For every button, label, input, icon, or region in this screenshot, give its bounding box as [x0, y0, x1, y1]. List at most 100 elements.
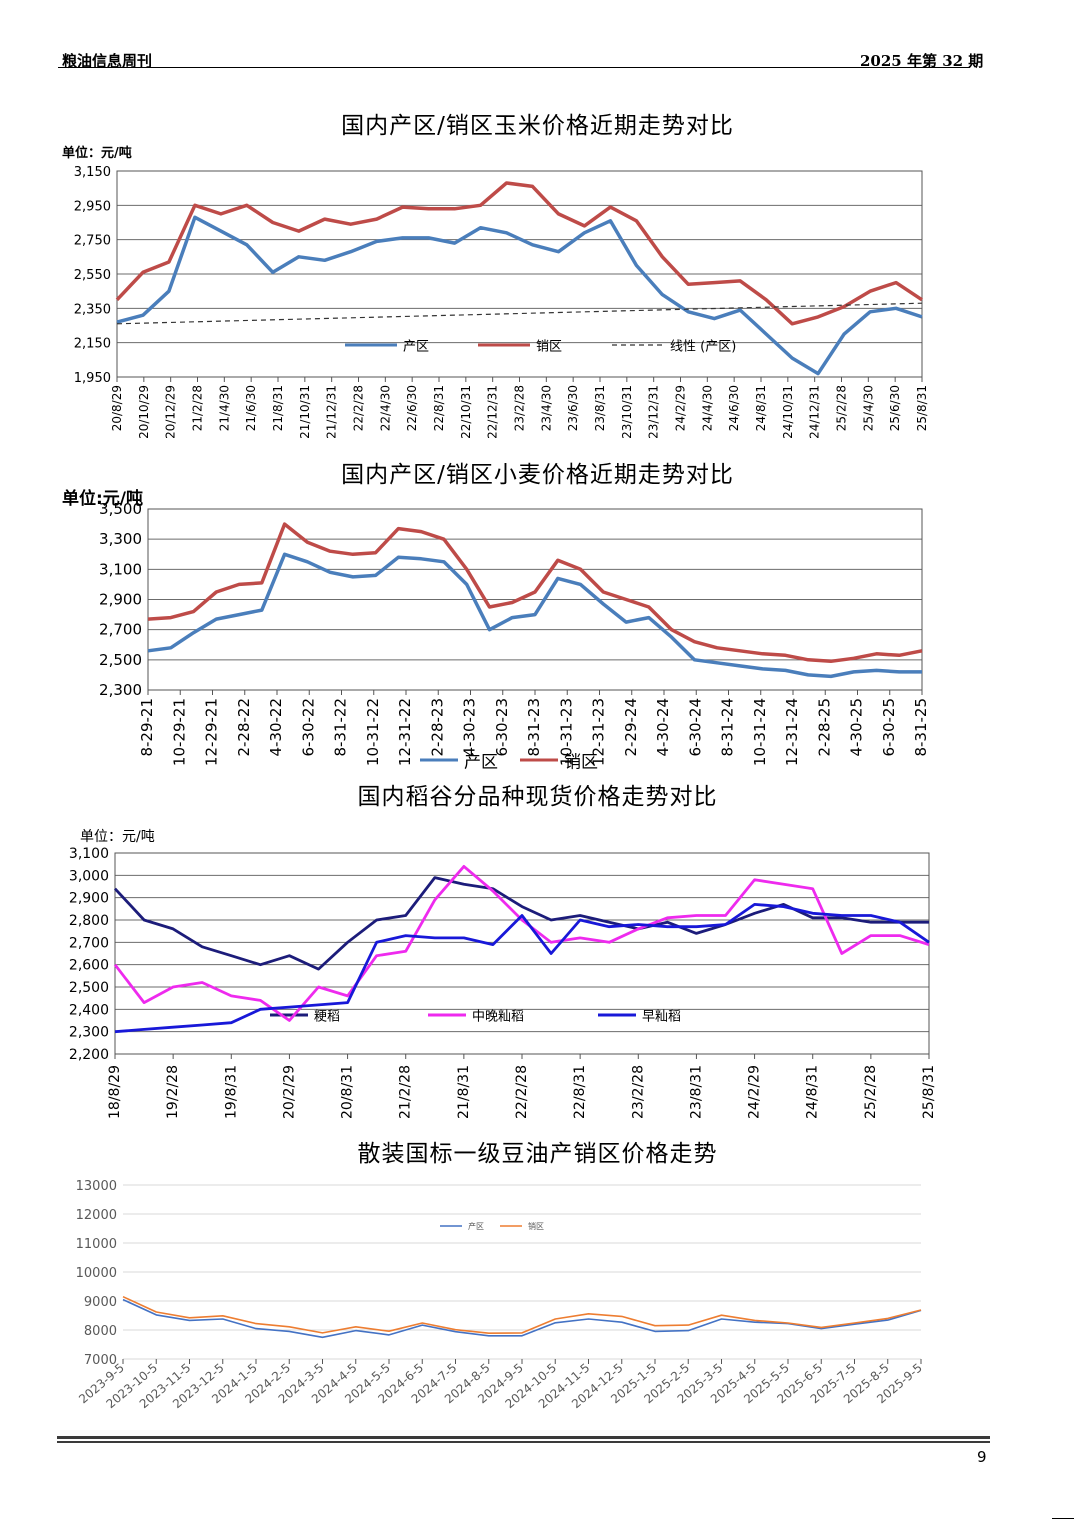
- x-tick-label: 21/6/30: [244, 385, 258, 431]
- chart-unit-label: 单位：元/吨: [62, 145, 132, 161]
- soyoil-chart-title: 散装国标一级豆油产销区价格走势: [357, 1141, 718, 1167]
- rice-chart-title: 国内稻谷分品种现货价格走势对比: [357, 784, 718, 810]
- y-tick-label: 3,000: [69, 868, 109, 884]
- y-tick-label: 3,100: [99, 560, 142, 578]
- x-tick-label: 6-30-24: [686, 698, 704, 757]
- x-tick-label: 22/2/28: [352, 385, 366, 431]
- x-tick-label: 2-28-23: [428, 698, 446, 757]
- x-tick-label: 19/8/31: [223, 1065, 239, 1119]
- x-tick-label: 24/10/31: [781, 385, 795, 439]
- series-line-1: [113, 876, 929, 971]
- x-tick-label: 18/8/29: [107, 1065, 123, 1119]
- x-tick-label: 20/8/29: [110, 385, 124, 431]
- y-tick-label: 2,750: [74, 234, 111, 249]
- x-tick-label: 8-31-23: [525, 698, 543, 757]
- x-tick-label: 23/8/31: [593, 385, 607, 431]
- x-tick-label: 23/12/31: [647, 385, 661, 439]
- x-tick-label: 8-31-22: [332, 698, 350, 757]
- wheat-price-chart: 单位:元/吨3,500 3,300 3,100 2,900 2,700 2,500 2,30…: [62, 488, 930, 773]
- y-tick-label: 2,950: [74, 199, 111, 214]
- legend-label: 销区: [528, 1221, 544, 1231]
- x-tick-label: 10-31-22: [364, 698, 382, 766]
- x-tick-label: 21/10/31: [298, 385, 312, 439]
- series-line-1: [116, 215, 923, 376]
- x-tick-label: 21/8/31: [456, 1065, 472, 1119]
- series-line-2: [122, 1295, 922, 1334]
- page-number: 9: [977, 1448, 987, 1466]
- y-tick-label: 2,700: [99, 621, 142, 639]
- y-tick-label: 1,950: [74, 371, 111, 386]
- corn-price-chart: 单位：元/吨 3,150 2,950 2,750 2,550 2,350 2,150 1,95…: [62, 145, 929, 439]
- series-line-3: [114, 903, 930, 1034]
- x-tick-label: 22/4/30: [378, 385, 392, 431]
- y-tick-label: 3,100: [69, 846, 109, 862]
- x-tick-label: 24/12/31: [808, 385, 822, 439]
- x-tick-label: 21/2/28: [191, 385, 205, 431]
- y-tick-label: 11000: [76, 1237, 117, 1252]
- y-tick-label: 2,500: [99, 651, 142, 669]
- x-tick-label: 24/6/30: [727, 385, 741, 431]
- x-tick-label: 21/12/31: [325, 385, 339, 439]
- x-tick-label: 25/4/30: [861, 385, 875, 431]
- y-tick-label: 2,200: [69, 1047, 109, 1063]
- x-tick-label: 23/6/30: [566, 385, 580, 431]
- y-tick-label: 2,150: [74, 337, 111, 352]
- x-tick-label: 25/6/30: [888, 385, 902, 431]
- x-tick-label: 6-30-22: [299, 698, 317, 757]
- y-tick-label: 3,300: [99, 530, 142, 548]
- corner-mark: [1052, 1518, 1074, 1519]
- x-tick-label: 6-30-23: [493, 698, 511, 757]
- y-tick-label: 2,400: [69, 1002, 109, 1018]
- chart-unit-label: 单位：元/吨: [80, 829, 155, 845]
- x-tick-label: 6-30-25: [880, 698, 898, 757]
- series-line-1: [147, 552, 922, 679]
- x-tick-label: 22/8/31: [572, 1065, 588, 1119]
- legend-label: 线性 (产区): [670, 340, 736, 355]
- x-tick-label: 2-28-22: [235, 698, 253, 757]
- x-tick-label: 22/2/28: [514, 1065, 530, 1119]
- x-tick-label: 10-31-24: [751, 698, 769, 766]
- x-tick-label: 23/4/30: [539, 385, 553, 431]
- y-tick-label: 8000: [84, 1324, 117, 1339]
- chart-unit-label: 单位:元/吨: [62, 488, 143, 509]
- y-tick-label: 2,900: [69, 891, 109, 907]
- series-line-2: [147, 522, 923, 664]
- x-tick-label: 25/8/31: [915, 385, 929, 431]
- series-line-2: [113, 865, 930, 1022]
- x-tick-label: 24/8/31: [754, 385, 768, 431]
- x-tick-label: 23/10/31: [620, 385, 634, 439]
- x-tick-label: 24/2/29: [674, 385, 688, 431]
- x-tick-label: 4-30-24: [654, 698, 672, 757]
- soyoil-price-chart: 130001200011000100009000800070002023-9-5…: [76, 1179, 925, 1411]
- x-tick-label: 12-31-22: [396, 698, 414, 766]
- x-tick-label: 25/2/28: [835, 385, 849, 431]
- y-tick-label: 3,150: [74, 165, 111, 180]
- x-tick-label: 22/10/31: [459, 385, 473, 439]
- x-tick-label: 24/2/29: [747, 1065, 763, 1119]
- legend-label: 早籼稻: [642, 1010, 681, 1025]
- rice-price-chart: 单位：元/吨3,100 3,000 2,900 2,800 2,700 2,600 2,50…: [69, 829, 937, 1119]
- x-tick-label: 24/4/30: [700, 385, 714, 431]
- y-tick-label: 2,350: [74, 302, 111, 317]
- x-tick-label: 12-29-21: [203, 698, 221, 766]
- x-tick-label: 22/8/31: [432, 385, 446, 431]
- legend-label: 产区: [468, 1221, 484, 1231]
- x-tick-label: 23/2/28: [630, 1065, 646, 1119]
- x-tick-label: 22/12/31: [486, 385, 500, 439]
- y-tick-label: 2,700: [69, 935, 109, 951]
- corn-chart-title: 国内产区/销区玉米价格近期走势对比: [341, 113, 734, 139]
- y-tick-label: 13000: [76, 1179, 117, 1194]
- footer-rule: [57, 1436, 990, 1439]
- x-tick-label: 10-31-23: [557, 698, 575, 766]
- x-tick-label: 4-30-25: [848, 698, 866, 757]
- y-tick-label: 9000: [84, 1295, 117, 1310]
- x-tick-label: 12-31-24: [783, 698, 801, 766]
- x-tick-label: 12-31-23: [590, 698, 608, 766]
- y-tick-label: 2,900: [99, 591, 142, 609]
- x-tick-label: 20/8/31: [340, 1065, 356, 1119]
- y-tick-label: 2,600: [69, 958, 109, 974]
- series-line-2: [115, 181, 923, 326]
- y-tick-label: 3,500: [99, 500, 142, 518]
- footer-rule-secondary: [57, 1441, 990, 1443]
- series-line-1: [122, 1298, 922, 1339]
